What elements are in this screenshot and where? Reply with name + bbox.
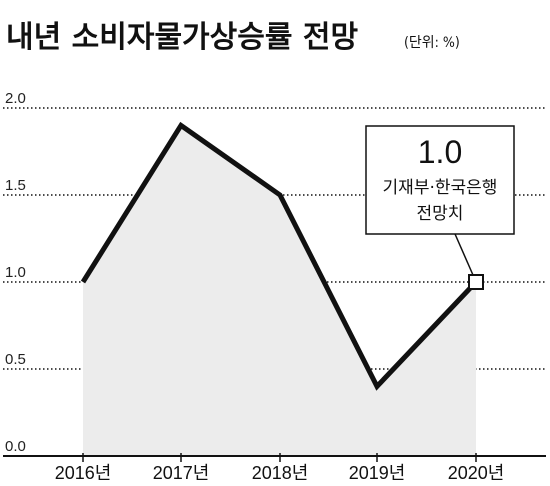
callout-label-line1: 기재부·한국은행 bbox=[383, 178, 498, 198]
callout-leader-line bbox=[454, 233, 474, 276]
y-axis-tick-labels: 2.0 1.5 1.0 0.5 0.0 bbox=[5, 90, 26, 455]
area-fill bbox=[83, 125, 476, 457]
x-tick-label: 2016년 bbox=[55, 463, 112, 483]
x-tick-label: 2017년 bbox=[153, 463, 210, 483]
x-tick-label: 2020년 bbox=[448, 463, 505, 483]
callout-box: 1.0 기재부·한국은행 전망치 bbox=[365, 125, 515, 276]
callout-label-line2: 전망치 bbox=[417, 204, 464, 224]
x-tick-label: 2018년 bbox=[252, 463, 309, 483]
highlight-marker bbox=[468, 274, 484, 290]
series-line bbox=[80, 121, 478, 391]
unit-label: (단위: %) bbox=[404, 35, 460, 51]
callout-frame bbox=[365, 125, 515, 235]
y-tick-label: 2.0 bbox=[5, 90, 26, 107]
x-axis bbox=[3, 453, 546, 462]
callout-value: 1.0 bbox=[418, 134, 462, 170]
chart-title: 내년 소비자물가상승률 전망 bbox=[6, 20, 358, 55]
y-tick-label: 0.0 bbox=[5, 438, 26, 455]
x-axis-tick-labels: 2016년 2017년 2018년 2019년 2020년 bbox=[55, 463, 505, 483]
x-tick-label: 2019년 bbox=[349, 463, 406, 483]
y-tick-label: 0.5 bbox=[5, 351, 26, 368]
y-tick-label: 1.5 bbox=[5, 177, 26, 194]
y-tick-label: 1.0 bbox=[5, 264, 26, 281]
data-point-markers bbox=[468, 274, 484, 290]
